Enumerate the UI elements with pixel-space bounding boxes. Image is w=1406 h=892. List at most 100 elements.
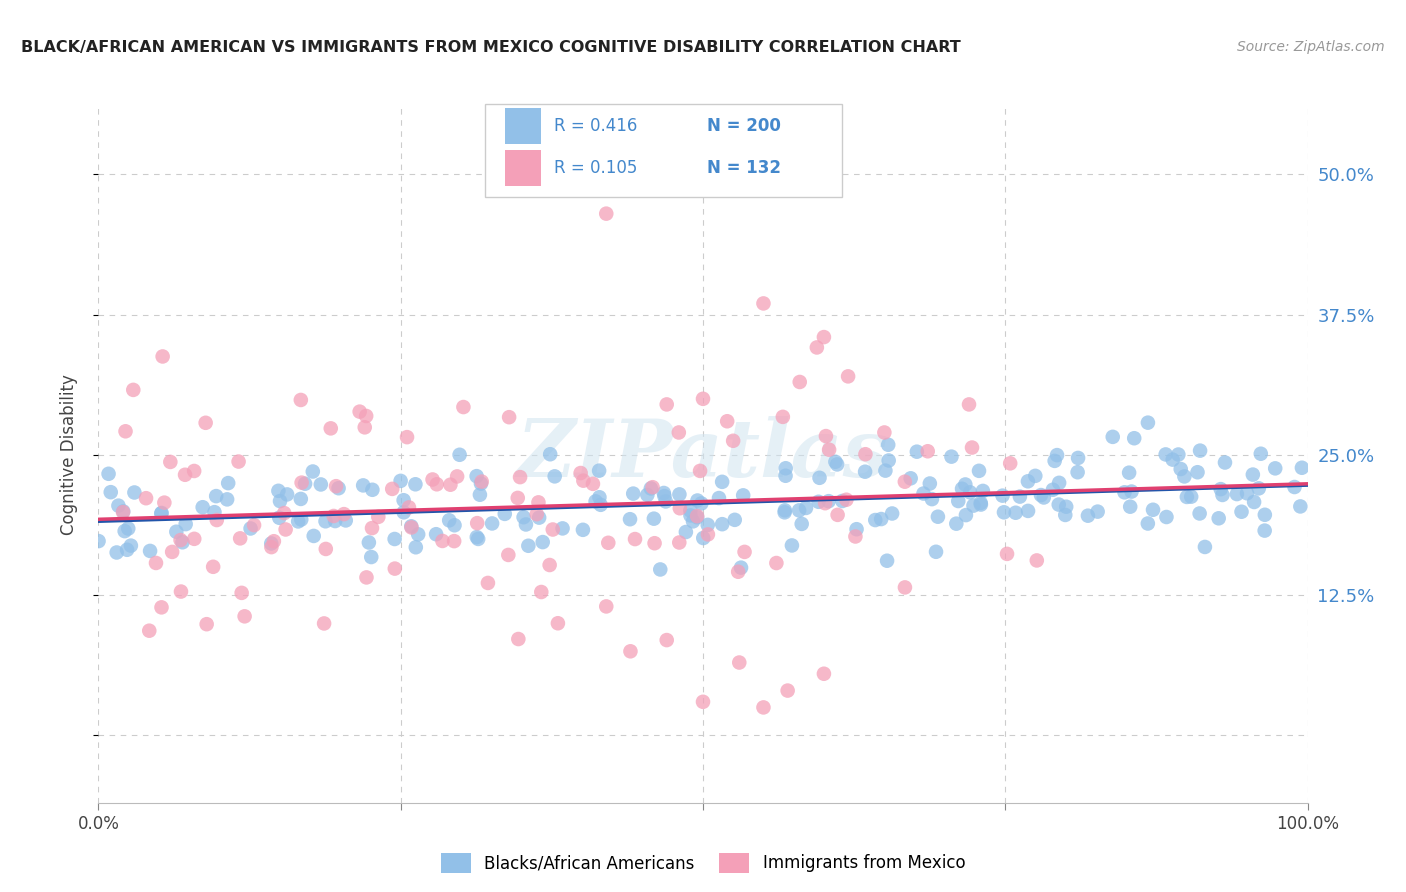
Point xyxy=(1136,416,1159,430)
Point xyxy=(689,464,711,478)
Point xyxy=(775,468,797,483)
Point xyxy=(352,478,374,492)
Point xyxy=(508,632,530,646)
Point xyxy=(174,467,197,482)
Point xyxy=(817,494,839,508)
Point xyxy=(406,527,429,541)
Point xyxy=(294,476,316,491)
Point xyxy=(512,510,534,524)
Point xyxy=(273,506,295,520)
Point xyxy=(1101,430,1123,444)
Point xyxy=(446,469,468,483)
Point xyxy=(1119,500,1142,514)
Point xyxy=(243,518,266,533)
Point xyxy=(309,477,332,491)
Point xyxy=(356,570,378,584)
Point xyxy=(794,500,817,515)
Point xyxy=(531,535,554,549)
Point xyxy=(183,532,205,546)
Point xyxy=(107,499,129,513)
Point xyxy=(1066,465,1088,479)
FancyBboxPatch shape xyxy=(485,103,842,197)
Point xyxy=(315,541,337,556)
Point xyxy=(972,483,994,498)
Point xyxy=(269,510,291,524)
Point xyxy=(465,469,488,483)
Point xyxy=(807,495,830,509)
Point xyxy=(231,586,253,600)
Point xyxy=(422,473,444,487)
Point xyxy=(588,490,610,504)
Point xyxy=(1032,491,1054,505)
Point xyxy=(361,483,384,497)
Point xyxy=(367,509,389,524)
Point xyxy=(724,513,747,527)
Point xyxy=(260,540,283,554)
Point xyxy=(921,492,943,507)
Point xyxy=(269,494,291,508)
Point xyxy=(894,475,917,489)
Point xyxy=(998,456,1021,470)
Point xyxy=(837,369,859,384)
Point xyxy=(707,491,730,505)
Point xyxy=(319,421,342,435)
Point xyxy=(813,330,835,344)
Point xyxy=(675,524,697,539)
Point xyxy=(498,410,520,425)
Point xyxy=(1154,447,1177,461)
Point xyxy=(174,517,197,532)
Point xyxy=(589,498,612,512)
Point xyxy=(287,515,309,529)
Point xyxy=(948,494,970,508)
Point xyxy=(150,506,173,520)
Point xyxy=(912,486,935,500)
Point xyxy=(1211,488,1233,502)
Point xyxy=(991,489,1014,503)
Point xyxy=(970,496,993,510)
Point xyxy=(692,531,714,545)
Point xyxy=(404,477,426,491)
FancyBboxPatch shape xyxy=(505,108,541,145)
Point xyxy=(1208,511,1230,525)
Point xyxy=(572,474,595,488)
Point xyxy=(730,560,752,574)
Point xyxy=(1253,524,1275,538)
Point xyxy=(873,425,896,440)
Point xyxy=(165,524,187,539)
Point xyxy=(1047,475,1070,490)
Point xyxy=(526,507,548,521)
Point xyxy=(1291,460,1313,475)
Point xyxy=(425,527,447,541)
Point xyxy=(453,400,475,414)
Text: BLACK/AFRICAN AMERICAN VS IMMIGRANTS FROM MEXICO COGNITIVE DISABILITY CORRELATIO: BLACK/AFRICAN AMERICAN VS IMMIGRANTS FRO… xyxy=(21,40,960,55)
Point xyxy=(1136,516,1159,531)
Text: R = 0.105: R = 0.105 xyxy=(554,159,638,177)
Point xyxy=(170,584,193,599)
Point xyxy=(1114,485,1136,500)
Text: N = 200: N = 200 xyxy=(707,117,780,136)
Point xyxy=(650,562,672,576)
Point xyxy=(1241,467,1264,482)
Point xyxy=(1121,484,1143,499)
Point xyxy=(813,666,835,681)
Point xyxy=(789,375,811,389)
Point xyxy=(139,544,162,558)
Point xyxy=(97,467,120,481)
Point xyxy=(195,617,218,632)
Point xyxy=(727,565,749,579)
Point xyxy=(686,509,709,524)
Point xyxy=(845,522,868,536)
Point xyxy=(776,683,799,698)
Point xyxy=(290,491,312,506)
Point xyxy=(551,521,574,535)
Point xyxy=(399,519,422,533)
Point xyxy=(105,545,128,559)
Point xyxy=(595,599,617,614)
Point xyxy=(194,416,217,430)
Point xyxy=(547,616,569,631)
Point xyxy=(690,496,713,510)
FancyBboxPatch shape xyxy=(505,150,541,186)
Text: ZIPatlas: ZIPatlas xyxy=(517,417,889,493)
Point xyxy=(515,517,537,532)
Point xyxy=(876,554,898,568)
